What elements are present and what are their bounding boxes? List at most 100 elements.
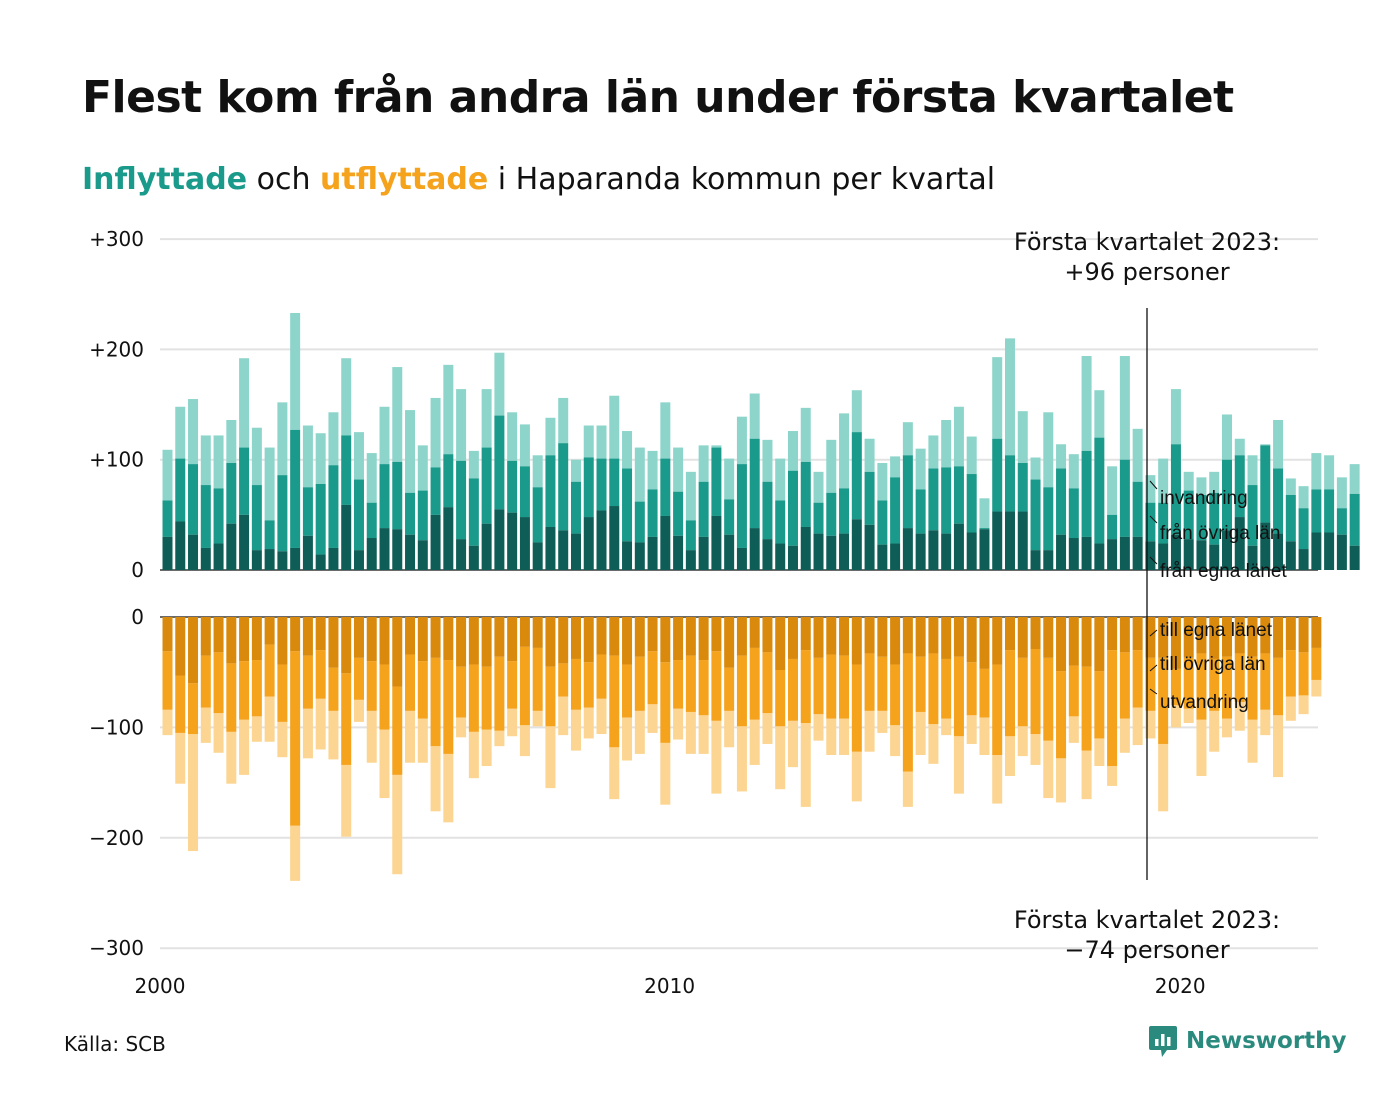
- bar-invandring: [800, 407, 811, 462]
- bar-till-ovriga-lan: [379, 664, 390, 730]
- bar-utvandring: [188, 734, 199, 852]
- bar-invandring: [685, 471, 696, 521]
- bar-till-ovriga-lan: [673, 660, 684, 709]
- label-till-ovriga-lan: till övriga län: [1160, 654, 1266, 675]
- bar-invandring: [1056, 444, 1067, 469]
- bar-utvandring: [685, 711, 696, 754]
- bar-invandring: [1030, 457, 1041, 480]
- bar-till-ovriga-lan: [1285, 650, 1296, 697]
- bar-fran-egna-lanet: [596, 510, 607, 570]
- bar-fran-egna-lanet: [902, 528, 913, 570]
- bar-till-egna-lanet: [1209, 617, 1220, 659]
- bar-invandring: [430, 397, 441, 468]
- bar-utvandring: [953, 736, 964, 794]
- bar-fran-egna-lanet: [711, 515, 722, 570]
- bar-invandring: [1183, 471, 1194, 491]
- bar-utvandring: [1119, 718, 1130, 753]
- bar-till-ovriga-lan: [864, 653, 875, 711]
- bar-till-ovriga-lan: [277, 664, 288, 722]
- bar-fran-egna-lanet: [328, 547, 339, 570]
- bar-fran-egna-lanet: [966, 532, 977, 570]
- bar-till-ovriga-lan: [264, 644, 275, 697]
- bar-fran-ovriga-lan: [226, 463, 237, 524]
- bar-fran-egna-lanet: [736, 547, 747, 570]
- bar-invandring: [749, 393, 760, 439]
- bar-invandring: [341, 358, 352, 436]
- bar-fran-egna-lanet: [826, 535, 837, 570]
- bar-till-ovriga-lan: [941, 658, 952, 719]
- bar-utvandring: [800, 722, 811, 807]
- bar-invandring: [966, 436, 977, 475]
- bar-fran-egna-lanet: [200, 547, 211, 570]
- bar-fran-ovriga-lan: [1132, 481, 1143, 537]
- bar-till-egna-lanet: [928, 617, 939, 654]
- bar-fran-egna-lanet: [1221, 530, 1232, 570]
- x-axis-ticks: 2000 2010 2020: [135, 974, 1206, 998]
- bar-utvandring: [1260, 709, 1271, 736]
- bar-fran-ovriga-lan: [1017, 463, 1028, 512]
- bar-till-ovriga-lan: [1183, 657, 1194, 709]
- bar-utvandring: [775, 726, 786, 790]
- bar-till-ovriga-lan: [685, 655, 696, 712]
- bar-fran-egna-lanet: [1107, 539, 1118, 570]
- bar-till-ovriga-lan: [1004, 650, 1015, 737]
- bar-fran-egna-lanet: [1273, 533, 1284, 570]
- bar-utvandring: [966, 715, 977, 744]
- bar-till-egna-lanet: [417, 617, 428, 662]
- bar-till-ovriga-lan: [1030, 649, 1041, 735]
- bar-fran-ovriga-lan: [532, 487, 543, 543]
- bar-fran-egna-lanet: [1068, 538, 1079, 570]
- bar-till-ovriga-lan: [519, 646, 530, 726]
- bar-till-egna-lanet: [1043, 617, 1054, 658]
- bar-fran-ovriga-lan: [1247, 485, 1258, 546]
- bar-invandring: [328, 412, 339, 466]
- bar-invandring: [570, 459, 581, 482]
- bar-utvandring: [647, 704, 658, 733]
- bar-fran-egna-lanet: [1285, 541, 1296, 570]
- bar-fran-ovriga-lan: [264, 520, 275, 550]
- bar-utvandring: [468, 731, 479, 779]
- bar-fran-egna-lanet: [1056, 534, 1067, 570]
- bar-fran-egna-lanet: [698, 536, 709, 570]
- y-tick-label: 0: [131, 558, 144, 582]
- bar-fran-ovriga-lan: [405, 492, 416, 535]
- bar-utvandring: [507, 708, 518, 737]
- subtitle-rest: i Haparanda kommun per kvartal: [488, 162, 996, 197]
- bar-invandring: [928, 435, 939, 469]
- bar-fran-ovriga-lan: [1221, 459, 1232, 531]
- bar-fran-egna-lanet: [1209, 544, 1220, 570]
- bar-invandring: [468, 450, 479, 479]
- bar-fran-egna-lanet: [800, 526, 811, 570]
- bar-till-ovriga-lan: [430, 657, 441, 747]
- bar-fran-egna-lanet: [545, 526, 556, 570]
- bar-fran-egna-lanet: [992, 511, 1003, 570]
- bar-till-ovriga-lan: [366, 661, 377, 711]
- label-fran-egna-lanet: från egna länet: [1160, 561, 1287, 582]
- bar-fran-egna-lanet: [162, 536, 173, 570]
- bar-till-egna-lanet: [992, 617, 1003, 665]
- bar-invandring: [443, 364, 454, 455]
- bar-till-egna-lanet: [1030, 617, 1041, 650]
- bar-till-egna-lanet: [1145, 617, 1156, 658]
- bar-fran-egna-lanet: [417, 540, 428, 570]
- bar-utvandring: [1107, 766, 1118, 786]
- bar-utvandring: [545, 726, 556, 789]
- bar-fran-egna-lanet: [392, 529, 403, 570]
- bar-till-egna-lanet: [302, 617, 313, 656]
- bar-till-egna-lanet: [494, 617, 505, 657]
- bar-till-egna-lanet: [813, 617, 824, 658]
- bar-invandring: [558, 397, 569, 444]
- bar-fran-ovriga-lan: [724, 499, 735, 535]
- bar-fran-ovriga-lan: [162, 500, 173, 537]
- bar-fran-ovriga-lan: [775, 500, 786, 544]
- bar-till-egna-lanet: [277, 617, 288, 665]
- bar-till-ovriga-lan: [953, 656, 964, 737]
- bar-fran-ovriga-lan: [430, 467, 441, 515]
- bar-invandring: [775, 458, 786, 501]
- bar-fran-egna-lanet: [507, 512, 518, 570]
- bar-till-ovriga-lan: [1056, 671, 1067, 759]
- bar-invandring: [405, 410, 416, 493]
- bar-fran-egna-lanet: [532, 542, 543, 570]
- bar-till-egna-lanet: [660, 617, 671, 663]
- bar-fran-ovriga-lan: [545, 455, 556, 527]
